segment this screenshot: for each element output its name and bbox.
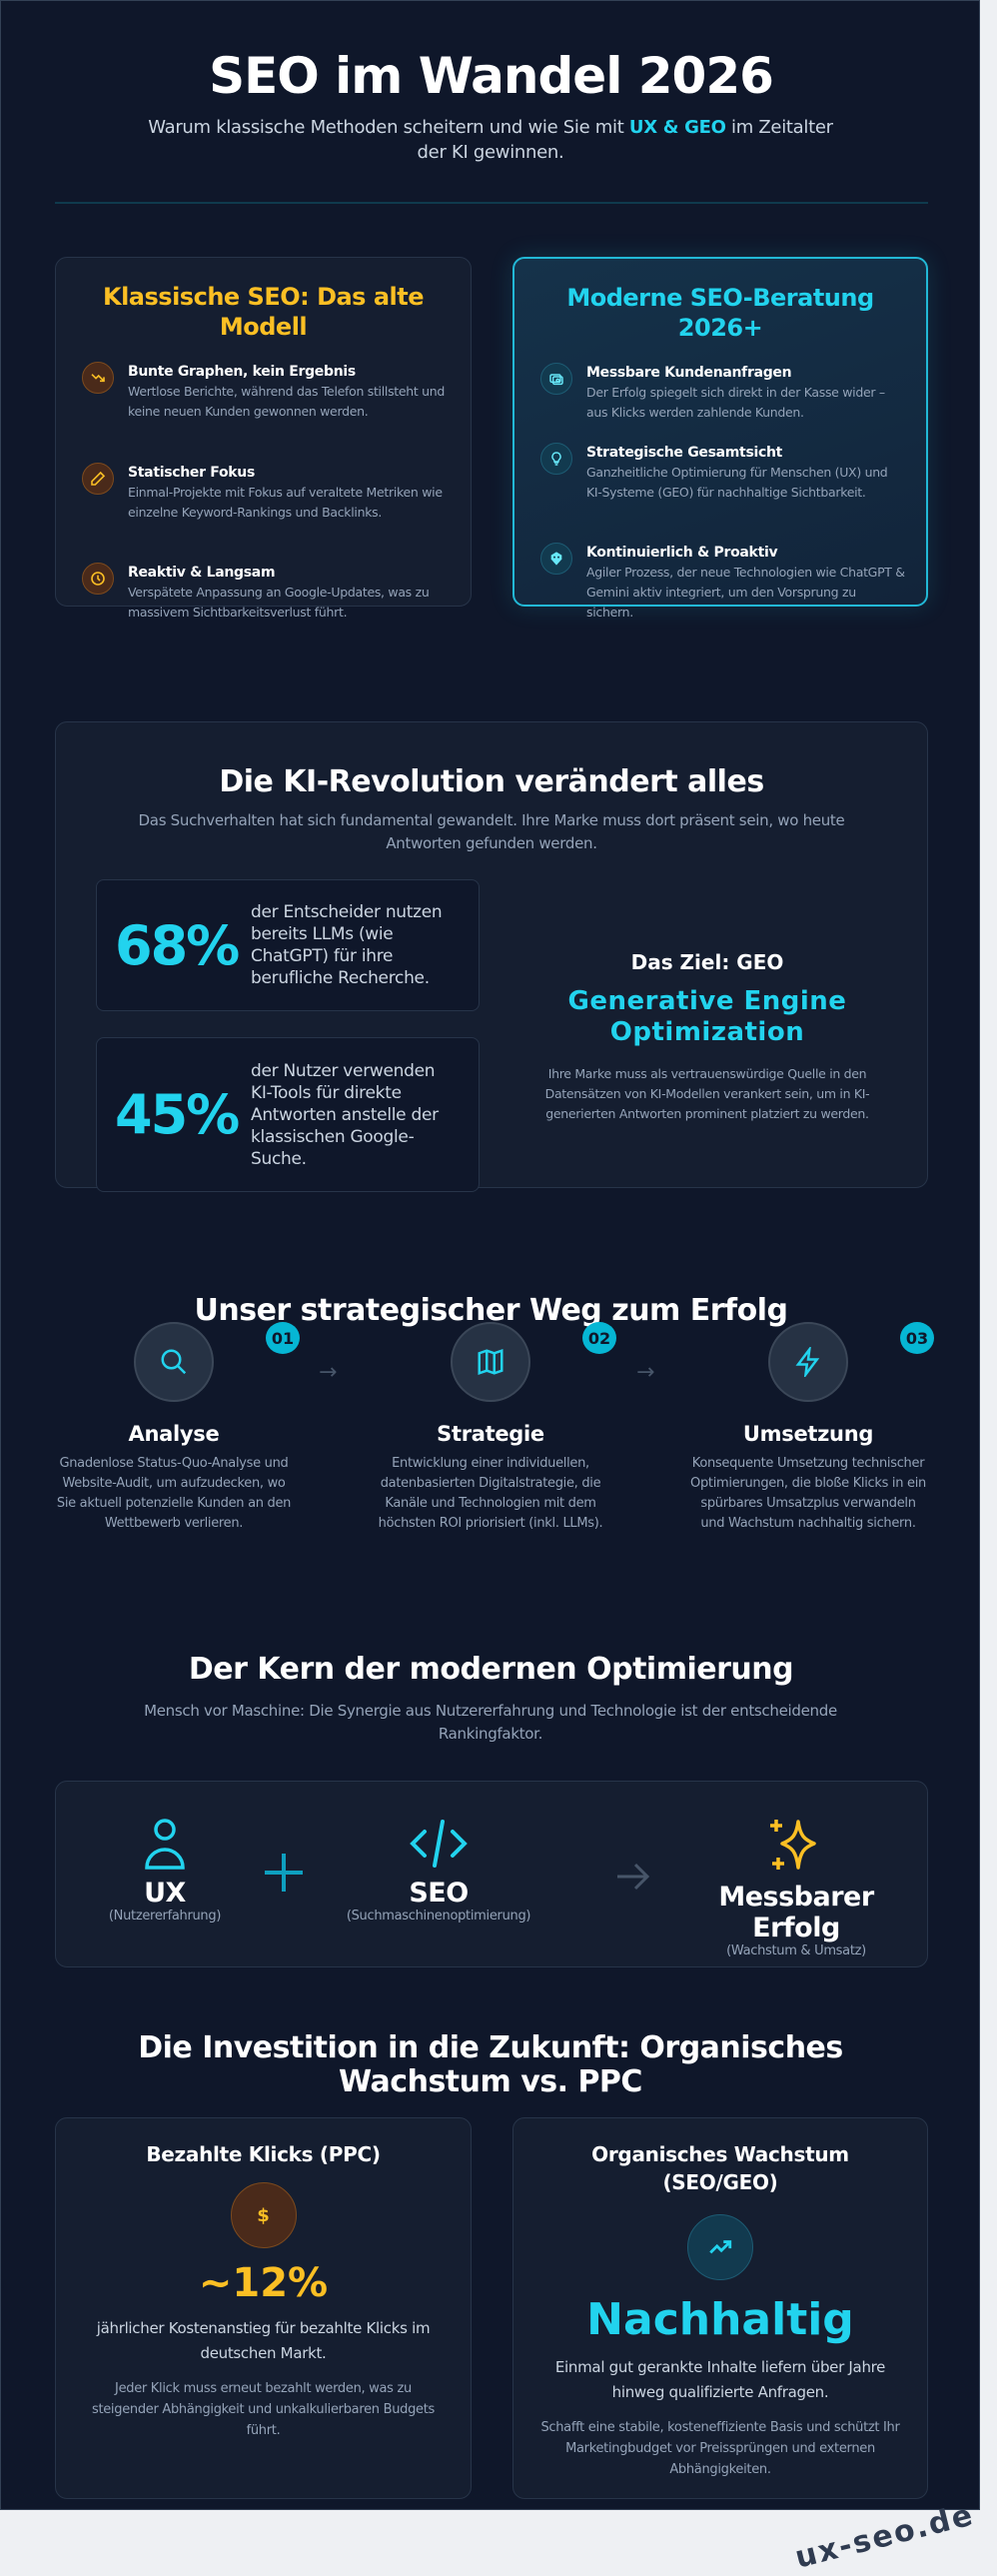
item-text: Der Erfolg spiegelt sich direkt in der K… (586, 385, 885, 420)
step-circle (134, 1322, 214, 1402)
section-title: Die Investition in die Zukunft: Organisc… (138, 2030, 843, 2099)
core-box (55, 1781, 928, 1967)
sparkles-icon (770, 1820, 816, 1870)
card-title: Bezahlte Klicks (PPC) (146, 2142, 381, 2166)
list-item: Statischer Fokus Einmal-Projekte mit Foku… (82, 463, 451, 523)
item-title: Messbare Kundenanfragen (586, 365, 792, 381)
goal-text: Ihre Marke muss als vertrauenswürdige Qu… (544, 1066, 870, 1121)
item-text: Agiler Prozess, der neue Technologien wi… (586, 565, 905, 620)
organic-text: Einmal gut gerankte Inhalte liefern über… (554, 2358, 886, 2401)
stat-value: 68% (115, 913, 240, 977)
core-item-ux: UX (Nutzererfahrung) (85, 1818, 245, 1924)
step-badge: 01 (266, 1322, 300, 1354)
list-item: Bunte Graphen, kein Ergebnis Wertlose Ber… (82, 362, 451, 422)
step-text: Konsequente Umsetzung technischer Optimi… (690, 1456, 926, 1531)
watermark: ux-seo.de (791, 2497, 978, 2576)
step-circle (768, 1322, 848, 1402)
divider (55, 202, 928, 204)
section-title: Der Kern der modernen Optimierung (188, 1652, 794, 1687)
arrow-icon: → (319, 1360, 338, 1385)
robot-icon (540, 543, 572, 575)
core-sub: (Nutzererfahrung) (108, 1909, 222, 1924)
list-item: Kontinuierlich & Proaktiv Agiler Prozess,… (540, 543, 906, 623)
page-title: SEO im Wandel 2026 (209, 47, 774, 105)
stat-card: 68% der Entscheider nutzen bereits LLMs … (96, 879, 480, 1011)
trending-down-icon (82, 362, 114, 394)
core-item-erfolg: Messbarer Erfolg (Wachstum & Umsatz) (676, 1818, 916, 1958)
item-text: Wertlose Berichte, während das Telefon s… (128, 384, 446, 419)
list-item: Reaktiv & Langsam Verspätete Anpassung an… (82, 563, 451, 623)
section-subtitle: Mensch vor Maschine: Die Synergie aus Nu… (144, 1702, 837, 1743)
item-text: Ganzheitliche Optimierung für Menschen (… (586, 465, 888, 500)
step-title: Strategie (437, 1422, 544, 1446)
pencil-icon (82, 463, 114, 495)
money-icon (540, 363, 572, 395)
organic-card: Organisches Wachstum (SEO/GEO) Nachhalti… (512, 2117, 928, 2499)
plus-icon (265, 1854, 303, 1892)
ki-revolution-section: Die KI-Revolution verändert alles Das Su… (55, 721, 928, 1192)
classic-seo-card: Klassische SEO: Das alte Modell Bunte Gr… (55, 257, 472, 620)
clock-icon (82, 563, 114, 595)
card-title: Moderne SEO-Beratung 2026+ (566, 284, 874, 342)
stat-text: der Nutzer verwenden KI-Tools für direkt… (251, 1060, 439, 1169)
arrow-icon: → (636, 1360, 655, 1385)
subtitle-highlight: UX & GEO (628, 117, 726, 138)
code-icon (410, 1820, 468, 1868)
core-sub: (Suchmaschinenoptimierung) (346, 1909, 531, 1924)
ppc-value: ~12% (198, 2260, 329, 2306)
stat-value: 45% (115, 1083, 240, 1146)
step-umsetzung: 03 Umsetzung Konsequente Umsetzung techn… (688, 1322, 934, 1534)
user-icon (145, 1819, 185, 1870)
card-title: Klassische SEO: Das alte Modell (102, 283, 425, 341)
step-badge: 03 (900, 1322, 934, 1354)
page-subtitle: Warum klassische Methoden scheitern und … (141, 115, 840, 165)
item-text: Verspätete Anpassung an Google-Updates, … (128, 585, 430, 620)
subtitle-text: Warum klassische Methoden scheitern und … (148, 117, 629, 138)
organic-note: Schafft eine stabile, kosteneffiziente B… (540, 2420, 900, 2477)
search-icon (161, 1349, 187, 1375)
stat-text: der Entscheider nutzen bereits LLMs (wie… (251, 902, 443, 988)
lightbulb-icon (540, 443, 572, 475)
item-text: Einmal-Projekte mit Fokus auf veraltete … (128, 485, 443, 520)
core-sub: (Wachstum & Umsatz) (726, 1943, 866, 1958)
organic-value: Nachhaltig (586, 2294, 854, 2345)
goal-label: Das Ziel: GEO (630, 950, 784, 974)
modern-seo-card: Moderne SEO-Beratung 2026+ Messbare Kund… (512, 257, 928, 620)
step-text: Entwicklung einer individuellen, datenba… (378, 1456, 603, 1531)
geo-goal: Das Ziel: GEO Generative Engine Optimiza… (507, 950, 907, 1124)
step-title: Analyse (128, 1422, 220, 1446)
item-title: Statischer Fokus (128, 465, 256, 481)
core-title: Messbarer Erfolg (718, 1882, 874, 1943)
card-title: Organisches Wachstum (SEO/GEO) (591, 2142, 849, 2194)
item-title: Reaktiv & Langsam (128, 565, 276, 581)
item-title: Bunte Graphen, kein Ergebnis (128, 364, 356, 380)
dollar-icon: $ (230, 2182, 297, 2248)
core-item-seo: SEO (Suchmaschinenoptimierung) (329, 1818, 548, 1924)
step-title: Umsetzung (742, 1422, 874, 1446)
arrow-right-icon (617, 1863, 650, 1891)
list-item: Strategische Gesamtsicht Ganzheitliche Op… (540, 443, 906, 503)
section-title: Die KI-Revolution verändert alles (219, 764, 764, 799)
step-circle (451, 1322, 530, 1402)
item-title: Strategische Gesamtsicht (586, 445, 783, 461)
list-item: Messbare Kundenanfragen Der Erfolg spiege… (540, 363, 906, 423)
ppc-note: Jeder Klick muss erneut bezahlt werden, … (91, 2381, 436, 2438)
core-title: UX (144, 1878, 186, 1909)
item-title: Kontinuierlich & Proaktiv (586, 545, 778, 561)
subtitle-text: im Zeitalter der KI gewinnen. (417, 117, 833, 163)
step-analyse: 01 Analyse Gnadenlose Status-Quo-Analyse… (54, 1322, 300, 1534)
section-subtitle: Das Suchverhalten hat sich fundamental g… (138, 811, 845, 852)
core-title: SEO (409, 1878, 469, 1909)
goal-title: Generative Engine Optimization (567, 986, 847, 1047)
ppc-card: Bezahlte Klicks (PPC) $ ~12% jährlicher … (55, 2117, 472, 2499)
step-text: Gnadenlose Status-Quo-Analyse und Websit… (56, 1456, 292, 1531)
stat-card: 45% der Nutzer verwenden KI-Tools für di… (96, 1037, 480, 1192)
step-strategie: 02 Strategie Entwicklung einer individue… (371, 1322, 616, 1534)
ppc-text: jährlicher Kostenanstieg für bezahlte Kl… (96, 2319, 431, 2362)
step-badge: 02 (582, 1322, 616, 1354)
trending-up-icon (687, 2214, 753, 2280)
lightning-icon (795, 1347, 820, 1377)
map-icon (478, 1349, 503, 1375)
